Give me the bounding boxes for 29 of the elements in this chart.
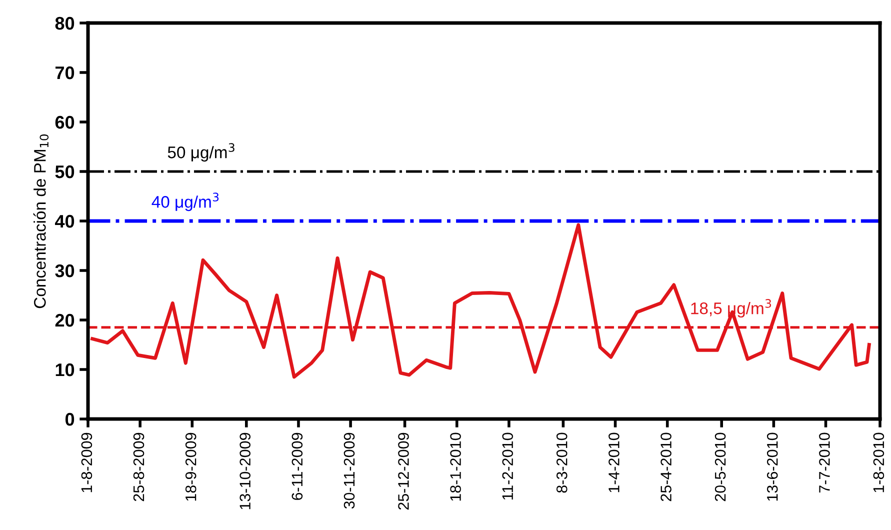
y-tick-label: 50: [55, 165, 74, 178]
x-tick-label: 18-1-2010: [450, 432, 461, 501]
x-tick-label: 13-6-2010: [766, 432, 778, 501]
x-tick-label: 6-11-2009: [292, 432, 303, 500]
x-tick-label: 25-8-2009: [133, 432, 144, 502]
x-tick-label: 8-3-2010: [556, 432, 568, 493]
x-tick-label: 1-4-2010: [608, 432, 620, 492]
y-tick-label: 40: [55, 214, 74, 228]
y-tick-label: 70: [56, 66, 74, 80]
x-tick-label: 25-12-2009: [398, 432, 409, 510]
y-tick-label: 0: [65, 412, 74, 426]
x-tick-label: 7-7-2010: [819, 432, 830, 493]
x-tick-label: 11-2-2010: [502, 432, 514, 500]
x-tick-label: 25-4-2010: [660, 432, 672, 502]
ref-line-label: 18,5 μg/m$^{3}$: [691, 299, 772, 318]
y-tick-label: 30: [55, 264, 74, 278]
y-tick-label: 20: [55, 314, 74, 327]
y-tick-label: 60: [55, 116, 74, 129]
x-tick-label: 30-11-2009: [344, 432, 355, 509]
ref-line-label: 40 μg/m$^{3}$: [152, 192, 219, 212]
ref-line-label: 50 μg/m$^{3}$: [168, 143, 234, 162]
x-tick-label: 1-8-2009: [81, 432, 92, 492]
y-tick-label: 10: [56, 363, 74, 376]
y-tick-label: 80: [55, 16, 74, 30]
x-tick-label: 20-5-2010: [714, 432, 726, 502]
x-tick-label: 13-10-2009: [240, 432, 250, 510]
y-axis-title: Concentración de PM$_{10}$: [33, 134, 49, 308]
x-tick-label: 1-8-2010: [873, 432, 884, 492]
x-tick-label: 18-9-2009: [185, 432, 196, 501]
